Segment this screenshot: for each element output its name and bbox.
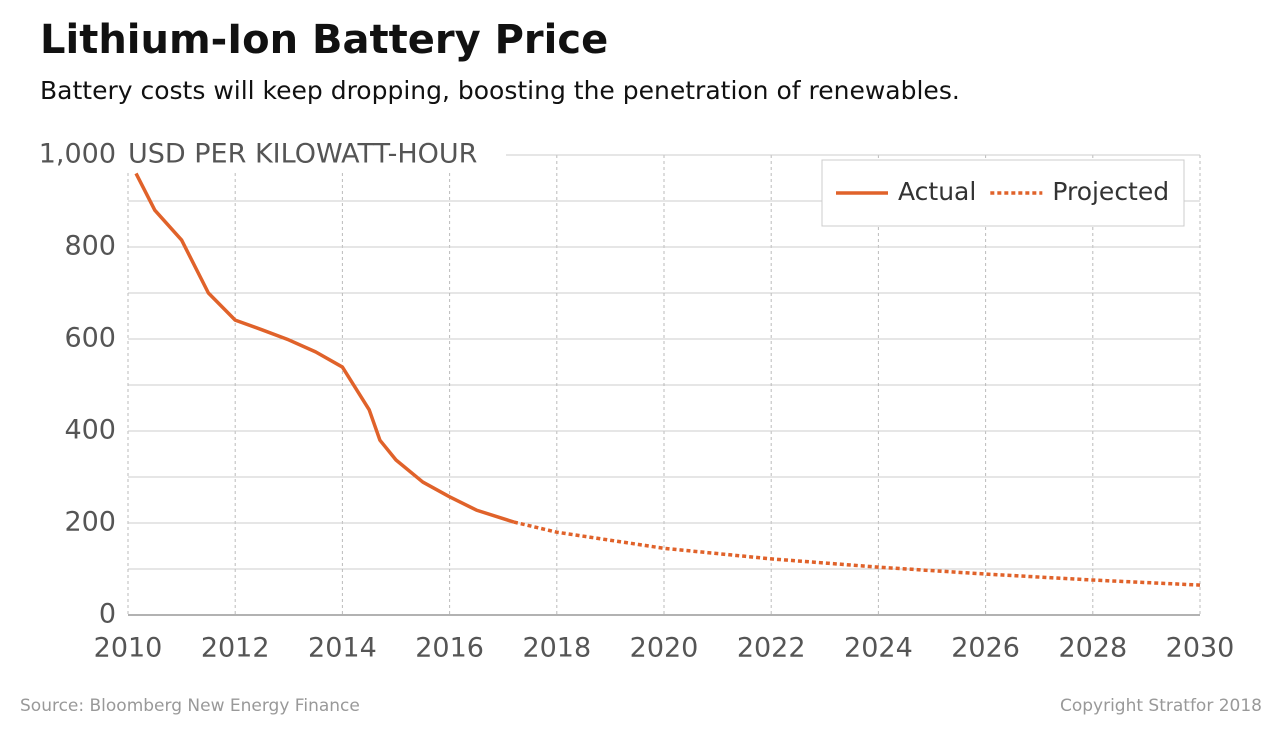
x-tick-label: 2016 <box>415 633 484 664</box>
x-tick-label: 2030 <box>1166 633 1235 664</box>
copyright: Copyright Stratfor 2018 <box>1060 696 1262 716</box>
y-tick-label: 0 <box>99 599 116 630</box>
series-line <box>513 520 1201 587</box>
y-tick-label: 200 <box>64 507 116 538</box>
x-tick-label: 2014 <box>308 633 377 664</box>
x-tick-label: 2018 <box>522 633 591 664</box>
x-tick-label: 2022 <box>737 633 806 664</box>
series-line <box>134 172 515 524</box>
x-tick-label: 2024 <box>844 633 913 664</box>
axis-label-bg <box>126 137 506 171</box>
y-tick-label: 400 <box>64 415 116 446</box>
chart-title: Lithium-Ion Battery Price <box>40 17 608 63</box>
x-tick-label: 2028 <box>1058 633 1127 664</box>
legend-label: Actual <box>898 177 976 206</box>
y-tick-label: 600 <box>64 323 116 354</box>
legend-label: Projected <box>1052 177 1169 206</box>
x-tick-label: 2026 <box>951 633 1020 664</box>
x-tick-label: 2020 <box>630 633 699 664</box>
y-tick-label: 800 <box>64 231 116 262</box>
x-tick-label: 2012 <box>201 633 270 664</box>
y-axis-label: USD PER KILOWATT-HOUR <box>128 139 477 170</box>
chart-subtitle: Battery costs will keep dropping, boosti… <box>40 76 960 105</box>
source: Source: Bloomberg New Energy Finance <box>20 696 360 716</box>
y-tick-label: 1,000 <box>39 139 116 170</box>
x-tick-label: 2010 <box>94 633 163 664</box>
